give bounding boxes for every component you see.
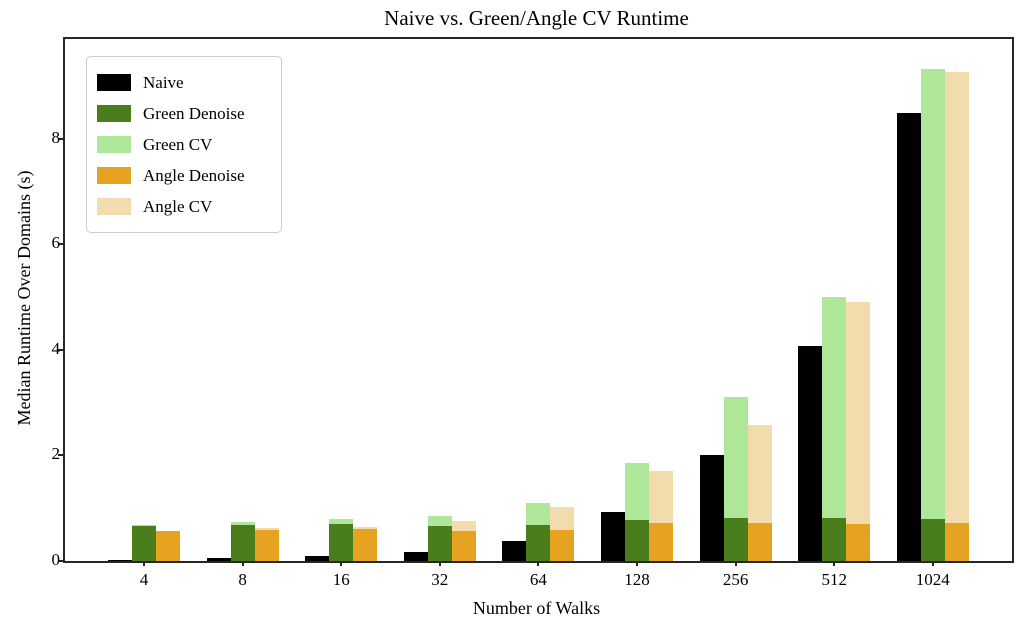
legend-swatch-icon [97, 136, 131, 153]
bar-naive-8 [206, 558, 231, 561]
x-tick-mark-16 [340, 561, 343, 566]
bar-green-denoise-8 [230, 525, 255, 561]
bar-angle-denoise-8 [254, 530, 279, 561]
y-tick-mark-6 [58, 243, 63, 246]
bar-naive-32 [403, 551, 428, 561]
bar-naive-16 [305, 556, 330, 561]
bar-angle-denoise-256 [747, 523, 772, 561]
bar-naive-256 [699, 455, 724, 561]
bar-angle-denoise-128 [649, 523, 673, 561]
bar-angle-denoise-16 [353, 529, 378, 561]
bar-naive-1024 [896, 113, 921, 561]
x-tick-mark-64 [537, 561, 540, 566]
legend-label: Naive [143, 72, 184, 92]
bar-angle-denoise-1024 [944, 523, 969, 561]
bar-naive-64 [502, 541, 527, 561]
bar-angle-denoise-4 [156, 530, 180, 561]
legend-swatch-icon [97, 198, 131, 215]
bar-green-cv-1024 [920, 68, 945, 561]
bar-angle-denoise-512 [846, 523, 871, 561]
legend-swatch-icon [97, 74, 131, 91]
x-tick-label-8: 8 [238, 570, 247, 589]
y-tick-mark-2 [58, 454, 63, 457]
chart-title: Naive vs. Green/Angle CV Runtime [384, 6, 689, 30]
x-tick-label-16: 16 [332, 570, 350, 589]
bar-green-denoise-128 [625, 519, 649, 561]
legend-label: Angle Denoise [143, 165, 245, 185]
bar-naive-512 [798, 345, 823, 561]
x-tick-label-128: 128 [624, 570, 650, 589]
y-tick-mark-4 [58, 348, 63, 351]
y-tick-mark-8 [58, 137, 63, 140]
x-tick-mark-256 [734, 561, 737, 566]
y-axis-label-text: Median Runtime Over Domains (s) [14, 170, 34, 426]
x-tick-label-1024: 1024 [915, 570, 950, 589]
legend-label: Green CV [143, 134, 213, 154]
x-tick-mark-512 [833, 561, 836, 566]
bar-green-cv-512 [822, 297, 847, 561]
bar-angle-cv-512 [846, 302, 871, 561]
y-tick-label-0: 0 [51, 550, 61, 569]
legend-item-naive: Naive [97, 67, 267, 98]
legend-label: Angle CV [143, 196, 213, 216]
x-tick-mark-8 [241, 561, 244, 566]
x-tick-label-32: 32 [431, 570, 449, 589]
x-tick-label-4: 4 [139, 570, 149, 589]
x-tick-mark-4 [143, 561, 145, 566]
x-tick-label-64: 64 [529, 570, 547, 589]
legend-item-angle-denoise: Angle Denoise [97, 160, 267, 191]
y-tick-mark-0 [58, 560, 63, 562]
bar-green-denoise-64 [526, 525, 551, 561]
x-tick-mark-1024 [931, 561, 934, 566]
bar-angle-cv-1024 [944, 71, 969, 561]
legend-swatch-icon [97, 105, 131, 122]
y-tick-label-8: 8 [51, 127, 61, 147]
bar-green-denoise-512 [822, 517, 847, 561]
y-tick-label-2: 2 [51, 444, 61, 464]
x-tick-mark-32 [438, 561, 441, 566]
plot-area: 0 2 4 6 8 4 8 16 32 64 128 256 512 1024 Naive Green D… [52, 37, 1014, 589]
bar-naive-4 [108, 559, 132, 561]
bar-green-denoise-32 [427, 526, 452, 561]
y-tick-label-4: 4 [51, 338, 61, 358]
bar-angle-denoise-64 [550, 529, 575, 561]
legend: Naive Green Denoise Green CV Angle Denoise A… [86, 56, 282, 233]
bar-green-denoise-256 [723, 518, 748, 561]
bar-green-denoise-4 [132, 525, 156, 561]
legend-label: Green Denoise [143, 103, 245, 123]
legend-item-angle-cv: Angle CV [97, 191, 267, 222]
x-tick-label-256: 256 [722, 570, 749, 589]
legend-swatch-icon [97, 167, 131, 184]
y-tick-label-6: 6 [51, 233, 61, 253]
x-axis-label: Number of Walks [472, 598, 601, 618]
bar-angle-denoise-32 [451, 530, 476, 561]
x-tick-mark-128 [636, 561, 638, 566]
bar-green-denoise-1024 [920, 518, 945, 561]
legend-item-green-cv: Green CV [97, 129, 267, 160]
legend-item-green-denoise: Green Denoise [97, 98, 267, 129]
bar-naive-128 [601, 512, 625, 561]
bar-green-denoise-16 [329, 524, 354, 561]
x-tick-label-512: 512 [821, 570, 847, 589]
